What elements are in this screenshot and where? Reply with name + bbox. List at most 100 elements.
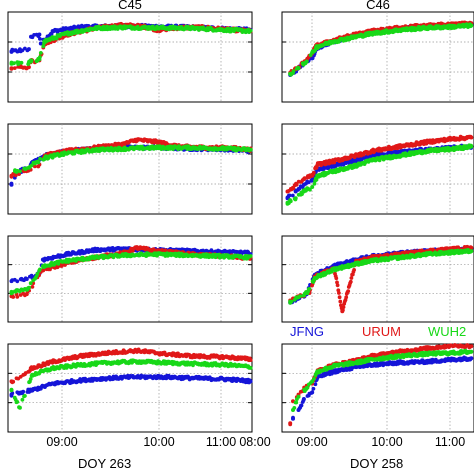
data-point — [155, 252, 160, 257]
data-point — [33, 164, 37, 169]
data-point — [23, 167, 28, 171]
data-point — [38, 51, 43, 55]
data-point — [13, 169, 17, 174]
data-point — [155, 25, 160, 30]
data-point — [93, 255, 98, 260]
panel-0-1 — [7, 123, 253, 215]
data-point — [30, 366, 35, 371]
series-wuh2 — [9, 24, 253, 66]
data-point — [30, 372, 35, 377]
data-point — [13, 173, 18, 178]
data-point — [288, 71, 293, 76]
data-point — [38, 41, 43, 46]
data-point — [285, 189, 290, 194]
data-point — [9, 182, 14, 187]
data-point — [79, 378, 84, 383]
data-point — [17, 405, 22, 410]
day-of-year-label: DOY 263 — [78, 456, 131, 471]
data-point — [79, 362, 84, 367]
data-point — [225, 254, 230, 259]
data-point — [162, 360, 167, 365]
data-point — [54, 36, 59, 41]
data-point — [18, 169, 22, 174]
panel-title: C46 — [366, 0, 390, 12]
data-point — [65, 151, 70, 156]
data-point — [296, 66, 301, 71]
data-point — [452, 136, 457, 141]
data-point — [310, 173, 315, 178]
data-point — [248, 379, 253, 384]
data-point — [9, 392, 14, 397]
data-point — [301, 182, 306, 187]
data-point — [162, 351, 167, 356]
data-point — [370, 149, 375, 153]
data-point — [225, 28, 230, 32]
data-point — [425, 25, 430, 30]
data-point — [190, 26, 195, 31]
data-point — [135, 359, 139, 364]
data-point — [79, 354, 84, 359]
data-point — [40, 264, 45, 269]
data-point — [9, 61, 14, 66]
panel-frame — [7, 123, 253, 215]
panel-0-0: C45 — [7, 0, 253, 103]
data-point — [291, 69, 296, 74]
data-point — [20, 397, 25, 402]
data-point — [107, 376, 112, 381]
data-point — [9, 66, 14, 71]
data-point — [155, 140, 160, 144]
data-point — [290, 193, 295, 198]
data-point — [469, 23, 474, 28]
data-point — [425, 140, 430, 144]
data-point — [15, 400, 20, 404]
data-point — [9, 379, 14, 384]
data-point — [354, 153, 359, 158]
data-point — [248, 254, 253, 258]
data-point — [37, 32, 42, 37]
data-point — [29, 59, 33, 64]
data-point — [225, 146, 230, 151]
data-point — [135, 245, 139, 250]
data-point — [397, 28, 402, 32]
data-point — [15, 295, 20, 299]
data-point — [29, 34, 33, 39]
data-point — [332, 39, 337, 44]
data-point — [135, 375, 139, 379]
data-point — [30, 285, 35, 289]
data-point — [248, 358, 253, 362]
panel-0-2 — [7, 235, 253, 323]
data-point — [121, 146, 125, 151]
data-point — [42, 39, 47, 44]
x-tick-label: 08:00 — [239, 435, 270, 449]
data-point — [24, 292, 29, 297]
data-point — [24, 277, 29, 281]
data-point — [65, 252, 70, 257]
panel-1-1 — [281, 123, 474, 215]
data-point — [190, 354, 195, 359]
data-point — [41, 44, 46, 49]
data-point — [190, 145, 195, 150]
data-point — [107, 350, 112, 355]
data-point — [24, 287, 29, 292]
data-point — [51, 381, 56, 386]
x-tick-label: 09:00 — [46, 435, 77, 449]
data-point — [40, 257, 45, 262]
data-point — [23, 394, 27, 398]
data-point — [42, 155, 47, 160]
data-point — [37, 57, 42, 62]
panel-title: C45 — [118, 0, 142, 12]
data-point — [348, 35, 353, 40]
data-point — [135, 348, 139, 353]
data-point — [248, 366, 253, 370]
data-point — [225, 355, 230, 360]
data-point — [301, 177, 306, 182]
data-point — [293, 182, 298, 187]
data-point — [9, 388, 14, 393]
data-point — [293, 189, 298, 194]
data-point — [9, 289, 14, 294]
data-point — [93, 147, 98, 152]
data-point — [38, 156, 42, 161]
